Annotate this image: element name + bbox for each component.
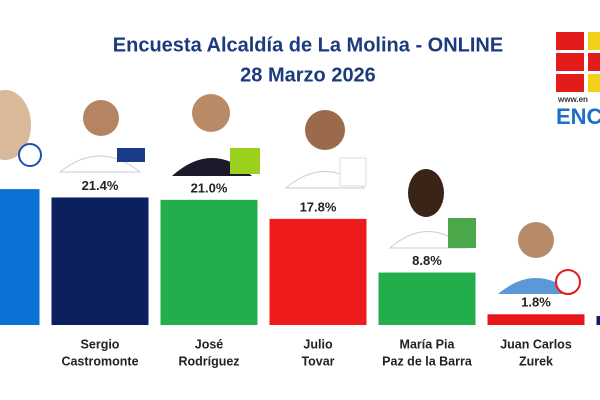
bar bbox=[269, 218, 367, 325]
category-label: Paz de la Barra bbox=[382, 354, 473, 368]
category-label: Juan Carlos bbox=[500, 337, 572, 351]
value-label: 17.8% bbox=[300, 199, 337, 214]
category-label: José bbox=[195, 337, 224, 351]
category-label: Tovar bbox=[301, 354, 334, 368]
candidate-photos bbox=[0, 90, 581, 295]
value-label: 21.0% bbox=[191, 180, 228, 195]
category-label: Julio bbox=[303, 337, 333, 351]
category-label: María Pia bbox=[400, 337, 456, 351]
bar bbox=[51, 197, 149, 325]
bar bbox=[378, 272, 476, 325]
bar bbox=[0, 189, 40, 325]
bar bbox=[596, 316, 600, 325]
category-label: Rodríguez bbox=[178, 354, 239, 368]
bar bbox=[160, 199, 258, 325]
logo-url: www.en bbox=[557, 95, 588, 104]
value-label: 1.8% bbox=[521, 295, 551, 310]
chart-title: Encuesta Alcaldía de La Molina - ONLINE bbox=[113, 34, 503, 56]
logo: www.en ENC bbox=[556, 32, 600, 129]
value-label: 8.8% bbox=[412, 253, 442, 268]
chart-subtitle: 28 Marzo 2026 bbox=[240, 64, 376, 86]
category-label: Zurek bbox=[519, 354, 553, 368]
bar bbox=[487, 314, 585, 325]
category-label: Sergio bbox=[81, 337, 120, 351]
category-label: Castromonte bbox=[61, 354, 138, 368]
logo-text: ENC bbox=[556, 104, 600, 129]
value-label: 21.4% bbox=[82, 178, 119, 193]
